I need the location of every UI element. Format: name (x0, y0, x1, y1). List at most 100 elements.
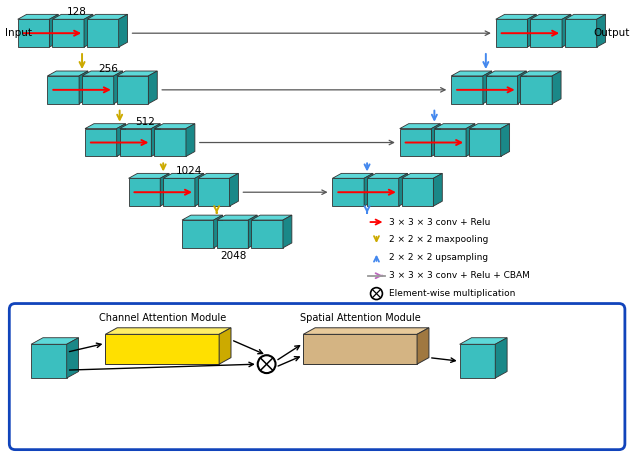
Polygon shape (154, 129, 186, 157)
Polygon shape (552, 71, 561, 104)
Polygon shape (129, 173, 169, 178)
Polygon shape (47, 76, 79, 104)
Polygon shape (469, 124, 509, 129)
Polygon shape (219, 328, 231, 364)
Polygon shape (433, 173, 442, 206)
Polygon shape (214, 215, 223, 248)
Polygon shape (87, 19, 118, 47)
Polygon shape (435, 124, 475, 129)
Polygon shape (417, 328, 429, 364)
Polygon shape (496, 19, 527, 47)
Polygon shape (399, 173, 408, 206)
Polygon shape (120, 124, 160, 129)
Polygon shape (47, 71, 88, 76)
Polygon shape (186, 124, 195, 157)
Polygon shape (154, 124, 195, 129)
Polygon shape (565, 15, 605, 19)
Polygon shape (87, 15, 127, 19)
Polygon shape (67, 338, 79, 378)
Text: 2048: 2048 (220, 251, 246, 261)
Text: 1024: 1024 (176, 167, 203, 177)
Polygon shape (82, 71, 123, 76)
Polygon shape (182, 215, 223, 220)
Polygon shape (252, 215, 292, 220)
Polygon shape (400, 129, 431, 157)
Polygon shape (367, 173, 408, 178)
Polygon shape (451, 76, 483, 104)
Polygon shape (163, 173, 204, 178)
Polygon shape (116, 71, 157, 76)
Polygon shape (118, 15, 127, 47)
Text: 128: 128 (67, 7, 86, 17)
Polygon shape (106, 334, 219, 364)
Polygon shape (303, 334, 417, 364)
Polygon shape (31, 344, 67, 378)
Polygon shape (531, 19, 562, 47)
Polygon shape (106, 328, 231, 334)
Polygon shape (79, 71, 88, 104)
Polygon shape (163, 178, 195, 206)
Polygon shape (367, 178, 399, 206)
Polygon shape (120, 129, 151, 157)
Polygon shape (562, 15, 571, 47)
Polygon shape (85, 124, 125, 129)
Text: Spatial Attention Module: Spatial Attention Module (300, 313, 420, 323)
Polygon shape (435, 129, 466, 157)
Polygon shape (182, 220, 214, 248)
Polygon shape (230, 173, 239, 206)
Polygon shape (148, 71, 157, 104)
Polygon shape (496, 15, 536, 19)
Polygon shape (52, 15, 93, 19)
Polygon shape (248, 215, 257, 248)
Polygon shape (527, 15, 536, 47)
Text: 3 × 3 × 3 conv + Relu + CBAM: 3 × 3 × 3 conv + Relu + CBAM (389, 271, 530, 280)
Polygon shape (252, 220, 283, 248)
Polygon shape (460, 344, 495, 378)
Text: 2 × 2 × 2 maxpooling: 2 × 2 × 2 maxpooling (389, 235, 489, 244)
Polygon shape (49, 15, 58, 47)
Polygon shape (129, 178, 160, 206)
Text: 3 × 3 × 3 conv + Relu: 3 × 3 × 3 conv + Relu (389, 217, 491, 227)
Polygon shape (520, 71, 561, 76)
Polygon shape (402, 173, 442, 178)
Polygon shape (495, 338, 507, 378)
Polygon shape (18, 15, 58, 19)
Polygon shape (332, 178, 364, 206)
Polygon shape (500, 124, 509, 157)
Text: Channel Attention Module: Channel Attention Module (99, 313, 226, 323)
Polygon shape (518, 71, 527, 104)
Polygon shape (31, 338, 79, 344)
Polygon shape (84, 15, 93, 47)
Polygon shape (217, 220, 248, 248)
Polygon shape (596, 15, 605, 47)
Polygon shape (364, 173, 373, 206)
Text: 256: 256 (99, 64, 118, 74)
Polygon shape (283, 215, 292, 248)
Polygon shape (520, 76, 552, 104)
Polygon shape (466, 124, 475, 157)
Polygon shape (303, 328, 429, 334)
Polygon shape (151, 124, 160, 157)
Polygon shape (82, 76, 114, 104)
Polygon shape (402, 178, 433, 206)
Polygon shape (531, 15, 571, 19)
Polygon shape (195, 173, 204, 206)
Polygon shape (217, 215, 257, 220)
Polygon shape (486, 71, 527, 76)
Polygon shape (451, 71, 492, 76)
Text: Output: Output (593, 28, 630, 38)
Polygon shape (486, 76, 518, 104)
FancyBboxPatch shape (10, 303, 625, 450)
Polygon shape (469, 129, 500, 157)
Polygon shape (198, 178, 230, 206)
Polygon shape (431, 124, 440, 157)
Polygon shape (460, 338, 507, 344)
Polygon shape (52, 19, 84, 47)
Polygon shape (400, 124, 440, 129)
Polygon shape (332, 173, 373, 178)
Polygon shape (114, 71, 123, 104)
Polygon shape (160, 173, 169, 206)
Polygon shape (483, 71, 492, 104)
Polygon shape (116, 76, 148, 104)
Text: Element-wise multiplication: Element-wise multiplication (389, 289, 516, 298)
